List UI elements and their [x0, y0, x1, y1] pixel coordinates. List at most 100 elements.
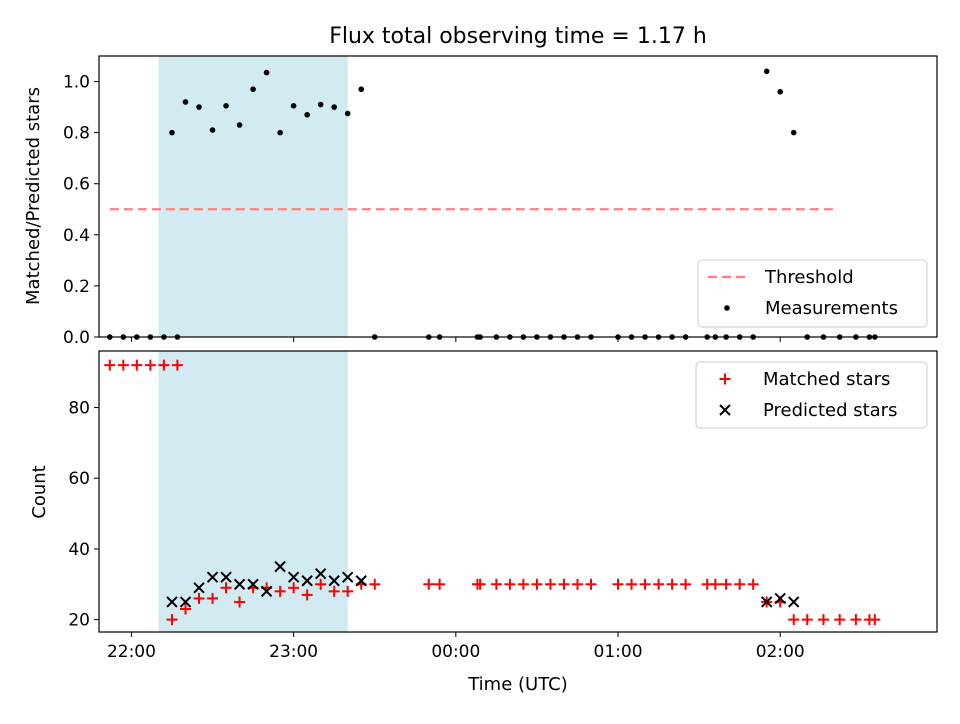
matched-stars-point	[517, 578, 529, 590]
matched-stars-point	[171, 359, 183, 371]
matched-stars-point	[490, 578, 502, 590]
legend-label: Predicted stars	[763, 400, 897, 421]
bottom-y-axis-label: Count	[29, 465, 50, 518]
matched-stars-point	[434, 578, 446, 590]
matched-stars-point	[504, 578, 516, 590]
x-tick-label: 23:00	[269, 642, 318, 662]
legend-box	[695, 361, 928, 429]
matched-stars-point	[834, 614, 846, 626]
matched-stars-point	[158, 359, 170, 371]
matched-stars-point	[474, 578, 486, 590]
measurement-point	[236, 122, 243, 128]
y-tick-label: 0.6	[63, 175, 90, 195]
predicted-stars-point	[220, 571, 232, 583]
x-tick-label: 02:00	[756, 642, 805, 662]
measurement-point	[304, 111, 310, 118]
matched-stars-point	[531, 578, 543, 590]
matched-stars-point	[117, 359, 129, 371]
matched-stars-point	[585, 578, 597, 590]
measurement-point	[344, 110, 351, 117]
matched-stars-point	[817, 614, 829, 626]
matched-stars-point	[734, 578, 746, 590]
matched-stars-point	[207, 592, 219, 604]
matched-stars-point	[801, 614, 813, 626]
measurement-point	[263, 69, 270, 76]
predicted-stars-point	[233, 578, 246, 590]
matched-stars-point	[369, 578, 381, 590]
legend-label: Matched stars	[763, 369, 890, 390]
matched-stars-point	[342, 585, 354, 597]
measurement-point	[209, 127, 216, 133]
predicted-stars-point	[260, 585, 273, 598]
top-y-axis-label: Matched/Predicted stars	[23, 87, 44, 305]
bottom-legend: Matched stars Predicted stars	[695, 361, 928, 429]
matched-stars-point	[571, 578, 583, 590]
measurement-point	[182, 99, 189, 105]
measurement-point	[223, 103, 229, 109]
predicted-stars-point	[314, 567, 327, 580]
predicted-stars-point	[193, 582, 205, 594]
matched-stars-point	[144, 359, 156, 371]
x-axis-label: Time (UTC)	[467, 674, 568, 695]
matched-stars-point	[653, 578, 665, 590]
matched-stars-point	[869, 614, 881, 626]
matched-stars-point	[328, 585, 340, 597]
x-tick-label: 00:00	[431, 642, 480, 662]
legend-marker	[719, 404, 731, 416]
predicted-stars-point	[287, 571, 300, 583]
predicted-stars-point	[179, 596, 192, 608]
matched-stars-point	[788, 614, 800, 626]
matched-stars-point	[639, 578, 651, 590]
measurement-point	[169, 129, 175, 136]
predicted-stars-point	[788, 596, 800, 608]
measurement-point	[790, 129, 797, 136]
y-tick-label: 80	[68, 399, 90, 419]
y-tick-label: 0.2	[63, 277, 90, 297]
matched-stars-point	[626, 578, 638, 590]
measurement-point	[277, 129, 283, 136]
y-tick-label: 0.0	[63, 328, 90, 348]
matched-stars-point	[234, 596, 246, 608]
top-legend: Threshold Measurements	[697, 259, 928, 328]
matched-stars-point	[274, 585, 286, 597]
matched-stars-point	[288, 582, 300, 594]
y-tick-label: 0.4	[63, 226, 90, 246]
predicted-stars-point	[355, 575, 367, 587]
legend-label: Threshold	[764, 267, 854, 288]
matched-stars-point	[220, 582, 232, 594]
matched-stars-point	[193, 592, 205, 604]
predicted-stars-point	[274, 560, 286, 573]
matched-stars-point	[709, 578, 721, 590]
observing-span	[158, 56, 348, 337]
y-tick-label: 40	[68, 540, 90, 560]
legend-marker	[724, 305, 730, 311]
measurement-point	[290, 103, 297, 109]
matched-stars-point	[180, 603, 192, 615]
plot-frame	[98, 55, 938, 338]
x-tick-label: 01:00	[594, 642, 643, 662]
plot-frame	[98, 350, 938, 633]
chart-title: Flux total observing time = 1.17 h	[329, 24, 707, 49]
predicted-stars-point	[166, 596, 178, 608]
predicted-stars-point	[301, 575, 313, 587]
predicted-stars-point	[206, 571, 219, 583]
predicted-stars-point	[760, 596, 773, 608]
matched-stars-point	[166, 614, 178, 626]
measurement-point	[763, 68, 770, 75]
predicted-stars-point	[774, 592, 786, 605]
measurement-point	[317, 101, 324, 108]
measurement-point	[777, 88, 784, 95]
measurement-point	[250, 86, 256, 93]
matched-stars-point	[131, 359, 143, 371]
matched-stars-point	[612, 578, 624, 590]
measurement-point	[196, 104, 202, 110]
measurement-point	[331, 104, 337, 110]
legend-label: Measurements	[765, 298, 898, 319]
legend-box	[697, 259, 928, 328]
matched-stars-point	[666, 578, 678, 590]
y-tick-label: 20	[68, 611, 90, 631]
matched-stars-point	[423, 578, 435, 590]
predicted-stars-point	[328, 575, 340, 587]
matched-stars-point	[747, 578, 759, 590]
